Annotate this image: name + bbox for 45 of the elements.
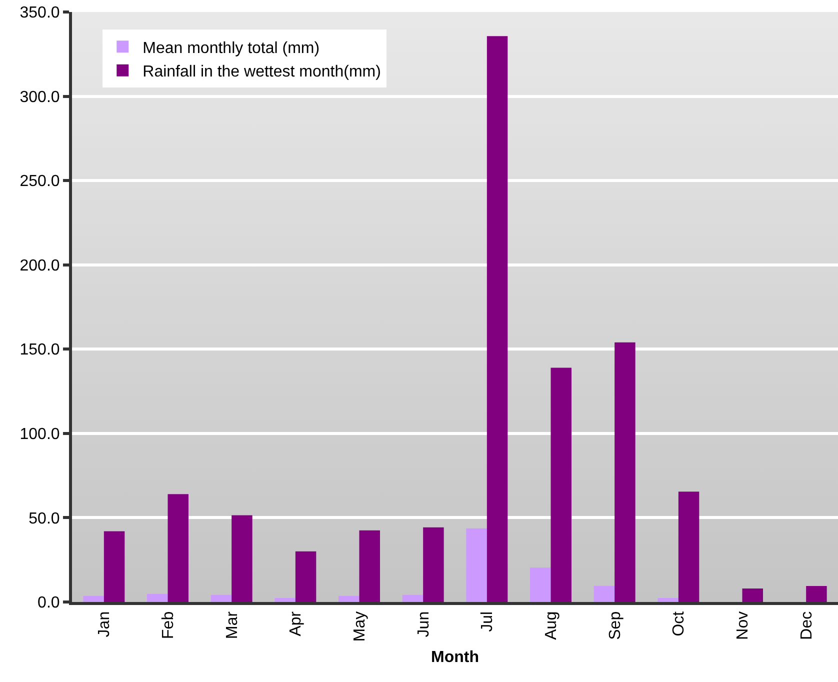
bar xyxy=(806,586,827,602)
bar xyxy=(359,530,380,602)
y-tick-label: 200.0 xyxy=(20,257,60,274)
bar xyxy=(232,515,252,602)
bar xyxy=(550,368,572,602)
y-tick-label: 250.0 xyxy=(20,173,60,190)
x-tick-label: Dec xyxy=(798,611,816,640)
y-tick-label: 0.0 xyxy=(38,594,60,612)
y-tick-label: 350.0 xyxy=(20,4,60,22)
x-axis-title: Month xyxy=(431,649,479,666)
bar xyxy=(147,594,168,602)
bar xyxy=(83,596,104,602)
y-tick-label: 50.0 xyxy=(28,510,60,528)
bar xyxy=(423,527,444,602)
bar xyxy=(295,551,316,602)
bar xyxy=(210,594,232,602)
x-tick-label: Nov xyxy=(734,611,752,640)
bar xyxy=(678,492,700,602)
bar xyxy=(658,598,678,602)
bar xyxy=(168,494,188,602)
bar xyxy=(402,594,424,602)
bar xyxy=(466,528,487,602)
y-tick-label: 150.0 xyxy=(20,342,60,359)
bar xyxy=(614,342,636,602)
bar xyxy=(274,598,296,602)
x-tick-label: Apr xyxy=(288,610,305,636)
x-tick-label: Oct xyxy=(670,610,688,636)
x-tick-label: May xyxy=(351,611,368,642)
x-tick-label: Jun xyxy=(415,611,432,638)
bar xyxy=(486,36,508,602)
x-tick-label: Feb xyxy=(160,611,177,639)
x-tick-label: Aug xyxy=(542,611,560,640)
bar xyxy=(742,588,763,602)
bar xyxy=(530,568,551,602)
x-tick-label: Sep xyxy=(606,611,624,640)
legend-label: Rainfall in the wettest month(mm) xyxy=(142,64,381,81)
y-tick-label: 100.0 xyxy=(20,426,60,444)
x-tick-label: Jan xyxy=(96,611,114,638)
bar xyxy=(104,531,125,602)
bar xyxy=(594,586,615,602)
x-tick-label: Jul xyxy=(479,611,496,632)
bar xyxy=(338,596,360,602)
x-tick-label: Mar xyxy=(224,610,241,639)
legend-label: Mean monthly total (mm) xyxy=(142,40,320,57)
y-tick-label: 300.0 xyxy=(20,88,60,106)
